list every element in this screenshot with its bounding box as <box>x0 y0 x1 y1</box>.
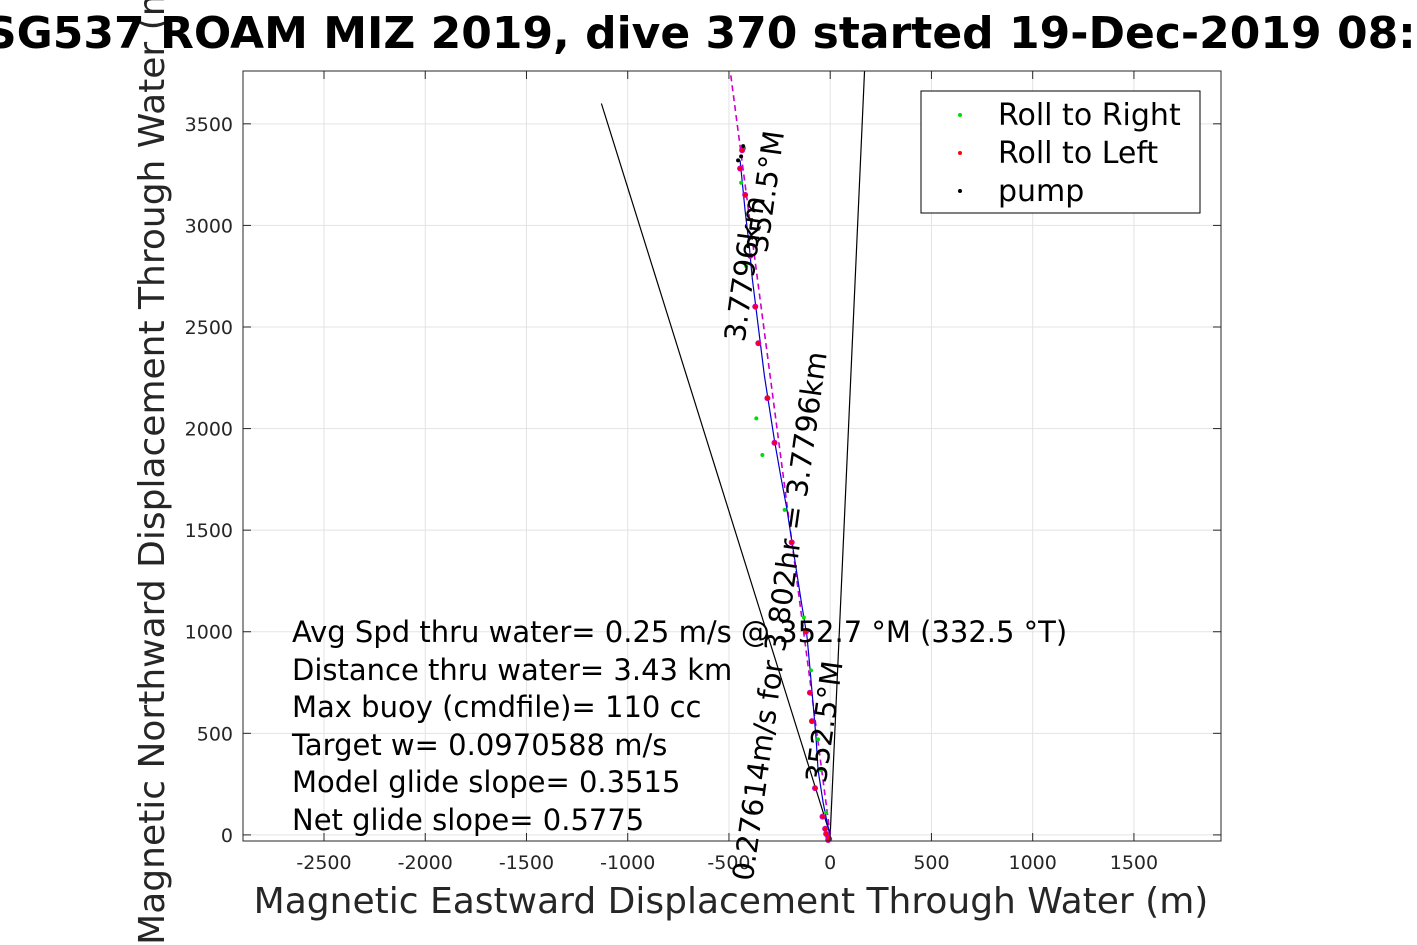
x-axis-label: Magnetic Eastward Displacement Through W… <box>254 881 1209 922</box>
point-roll-to-right <box>782 507 787 512</box>
legend-label-pump: pump <box>998 174 1084 209</box>
stats-line: Max buoy (cmdfile)= 110 cc <box>292 690 701 724</box>
point-roll-to-left <box>756 341 761 346</box>
y-tick-label: 2000 <box>185 419 233 441</box>
point-roll-to-left <box>738 166 743 171</box>
point-roll-to-right <box>818 767 823 772</box>
y-tick-label: 3500 <box>185 114 233 136</box>
x-tick-label: 0 <box>824 852 836 874</box>
cone-line <box>829 71 866 835</box>
point-roll-to-right <box>808 668 813 673</box>
point-roll-to-right <box>824 810 829 815</box>
x-tick-label: -1000 <box>600 852 655 874</box>
point-pump <box>741 144 746 149</box>
x-tick-label: -1500 <box>499 852 554 874</box>
legend-label-roll-right: Roll to Right <box>998 98 1181 133</box>
y-axis-label: Magnetic Northward Displacement Through … <box>132 0 173 945</box>
point-roll-to-right <box>739 180 744 185</box>
point-roll-to-left <box>803 629 808 634</box>
legend-label-roll-left: Roll to Left <box>998 136 1158 171</box>
x-tick-label: 1000 <box>1009 852 1057 874</box>
point-roll-to-right <box>744 264 749 269</box>
y-tick-label: 1000 <box>185 622 233 644</box>
point-roll-to-left <box>809 719 814 724</box>
stats-block: Avg Spd thru water= 0.25 m/s @ 352.7 °M … <box>291 615 1067 837</box>
point-roll-to-right <box>801 615 806 620</box>
legend-marker-pump <box>958 189 962 193</box>
x-tick-label: -500 <box>707 852 750 874</box>
legend-marker-roll-left <box>958 151 962 155</box>
point-roll-to-left <box>807 690 812 695</box>
point-roll-to-left <box>765 396 770 401</box>
stats-line: Avg Spd thru water= 0.25 m/s @ 352.7 °M … <box>292 615 1067 649</box>
legend: Roll to Right Roll to Left pump <box>920 90 1201 214</box>
point-roll-to-left <box>789 540 794 545</box>
point-pump <box>736 158 741 163</box>
point-roll-to-left <box>813 786 818 791</box>
chart-title: SG537 ROAM MIZ 2019, dive 370 started 19… <box>0 8 1417 59</box>
point-roll-to-left <box>772 440 777 445</box>
data-points <box>736 144 833 843</box>
point-roll-to-right <box>760 452 765 457</box>
stats-line: Model glide slope= 0.3515 <box>292 765 680 799</box>
x-tick-label: 500 <box>913 852 949 874</box>
cone-line <box>600 103 831 836</box>
stats-line: Distance thru water= 3.43 km <box>292 653 732 687</box>
stats-line: Net glide slope= 0.5775 <box>292 803 644 837</box>
y-tick-label: 500 <box>197 723 233 745</box>
point-pump <box>739 154 744 159</box>
y-tick-label: 0 <box>221 825 233 847</box>
x-tick-label: -2000 <box>398 852 453 874</box>
point-roll-to-left <box>820 814 825 819</box>
point-roll-to-left <box>748 253 753 258</box>
ticks: -2500 -2000 -1500 -1000 -500 0 500 1000 1500 0 500… <box>185 71 1221 874</box>
point-roll-to-right <box>754 416 759 421</box>
track-line <box>739 160 831 836</box>
point-roll-to-right <box>816 737 821 742</box>
legend-marker-roll-right <box>958 113 962 117</box>
y-tick-label: 1500 <box>185 520 233 542</box>
x-tick-label: 1500 <box>1110 852 1158 874</box>
y-tick-label: 2500 <box>185 317 233 339</box>
x-tick-label: -2500 <box>296 852 351 874</box>
point-roll-to-left <box>740 148 745 153</box>
point-roll-to-left <box>823 826 828 831</box>
stats-line: Target w= 0.0970588 m/s <box>291 728 667 762</box>
point-roll-to-left <box>824 831 829 836</box>
point-roll-to-left <box>753 304 758 309</box>
grid <box>243 71 1221 841</box>
plot-area-frame <box>242 70 1222 842</box>
point-roll-to-left <box>743 192 748 197</box>
cone-lines <box>600 71 866 836</box>
y-tick-label: 3000 <box>185 215 233 237</box>
legend-box <box>920 90 1201 214</box>
